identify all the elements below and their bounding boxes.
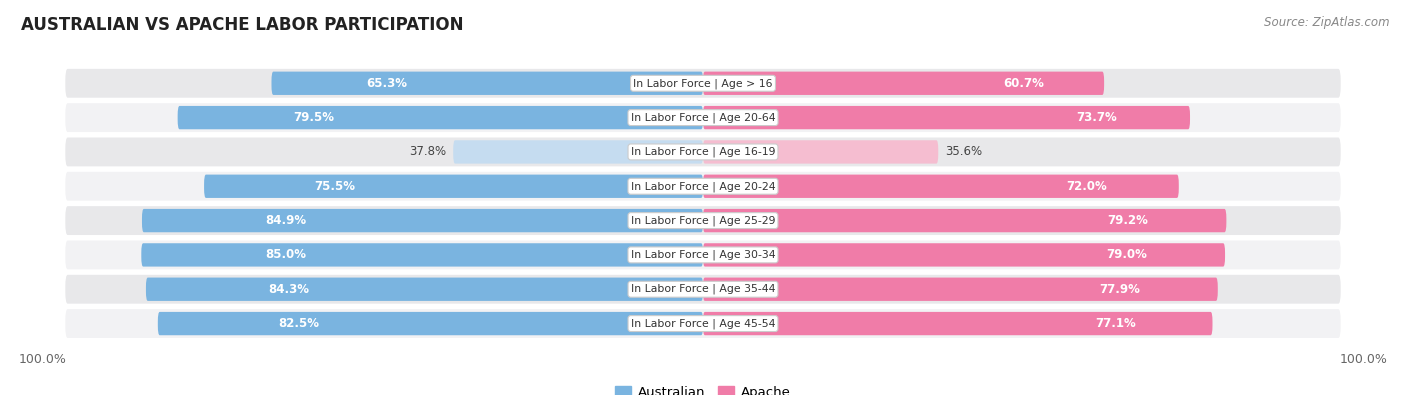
Text: 77.1%: 77.1% xyxy=(1095,317,1136,330)
Text: 60.7%: 60.7% xyxy=(1002,77,1043,90)
Text: 79.2%: 79.2% xyxy=(1107,214,1147,227)
FancyBboxPatch shape xyxy=(65,206,1341,235)
FancyBboxPatch shape xyxy=(703,278,1218,301)
Text: 85.0%: 85.0% xyxy=(264,248,307,261)
Text: AUSTRALIAN VS APACHE LABOR PARTICIPATION: AUSTRALIAN VS APACHE LABOR PARTICIPATION xyxy=(21,16,464,34)
Text: 65.3%: 65.3% xyxy=(367,77,408,90)
Text: 79.0%: 79.0% xyxy=(1107,248,1147,261)
FancyBboxPatch shape xyxy=(703,106,1189,129)
FancyBboxPatch shape xyxy=(703,312,1212,335)
FancyBboxPatch shape xyxy=(271,71,703,95)
Text: In Labor Force | Age 45-54: In Labor Force | Age 45-54 xyxy=(631,318,775,329)
FancyBboxPatch shape xyxy=(453,140,703,164)
FancyBboxPatch shape xyxy=(65,103,1341,132)
Text: In Labor Force | Age 35-44: In Labor Force | Age 35-44 xyxy=(631,284,775,295)
Text: In Labor Force | Age 16-19: In Labor Force | Age 16-19 xyxy=(631,147,775,157)
FancyBboxPatch shape xyxy=(703,71,1104,95)
FancyBboxPatch shape xyxy=(157,312,703,335)
Text: In Labor Force | Age 20-24: In Labor Force | Age 20-24 xyxy=(631,181,775,192)
FancyBboxPatch shape xyxy=(141,243,703,267)
Text: 75.5%: 75.5% xyxy=(314,180,354,193)
Text: 84.9%: 84.9% xyxy=(266,214,307,227)
Text: 77.9%: 77.9% xyxy=(1099,283,1140,296)
FancyBboxPatch shape xyxy=(65,241,1341,269)
FancyBboxPatch shape xyxy=(703,175,1178,198)
FancyBboxPatch shape xyxy=(703,140,938,164)
FancyBboxPatch shape xyxy=(65,275,1341,304)
Text: 37.8%: 37.8% xyxy=(409,145,447,158)
FancyBboxPatch shape xyxy=(65,137,1341,166)
Text: 82.5%: 82.5% xyxy=(278,317,319,330)
FancyBboxPatch shape xyxy=(703,243,1225,267)
Text: 84.3%: 84.3% xyxy=(269,283,309,296)
FancyBboxPatch shape xyxy=(65,309,1341,338)
FancyBboxPatch shape xyxy=(142,209,703,232)
Text: In Labor Force | Age > 16: In Labor Force | Age > 16 xyxy=(633,78,773,88)
Legend: Australian, Apache: Australian, Apache xyxy=(610,380,796,395)
FancyBboxPatch shape xyxy=(65,172,1341,201)
Text: In Labor Force | Age 30-34: In Labor Force | Age 30-34 xyxy=(631,250,775,260)
Text: 73.7%: 73.7% xyxy=(1076,111,1116,124)
Text: 79.5%: 79.5% xyxy=(294,111,335,124)
Text: Source: ZipAtlas.com: Source: ZipAtlas.com xyxy=(1264,16,1389,29)
Text: In Labor Force | Age 20-64: In Labor Force | Age 20-64 xyxy=(631,112,775,123)
Text: In Labor Force | Age 25-29: In Labor Force | Age 25-29 xyxy=(631,215,775,226)
FancyBboxPatch shape xyxy=(703,209,1226,232)
FancyBboxPatch shape xyxy=(177,106,703,129)
FancyBboxPatch shape xyxy=(146,278,703,301)
FancyBboxPatch shape xyxy=(204,175,703,198)
Text: 35.6%: 35.6% xyxy=(945,145,981,158)
Text: 72.0%: 72.0% xyxy=(1067,180,1108,193)
FancyBboxPatch shape xyxy=(65,69,1341,98)
